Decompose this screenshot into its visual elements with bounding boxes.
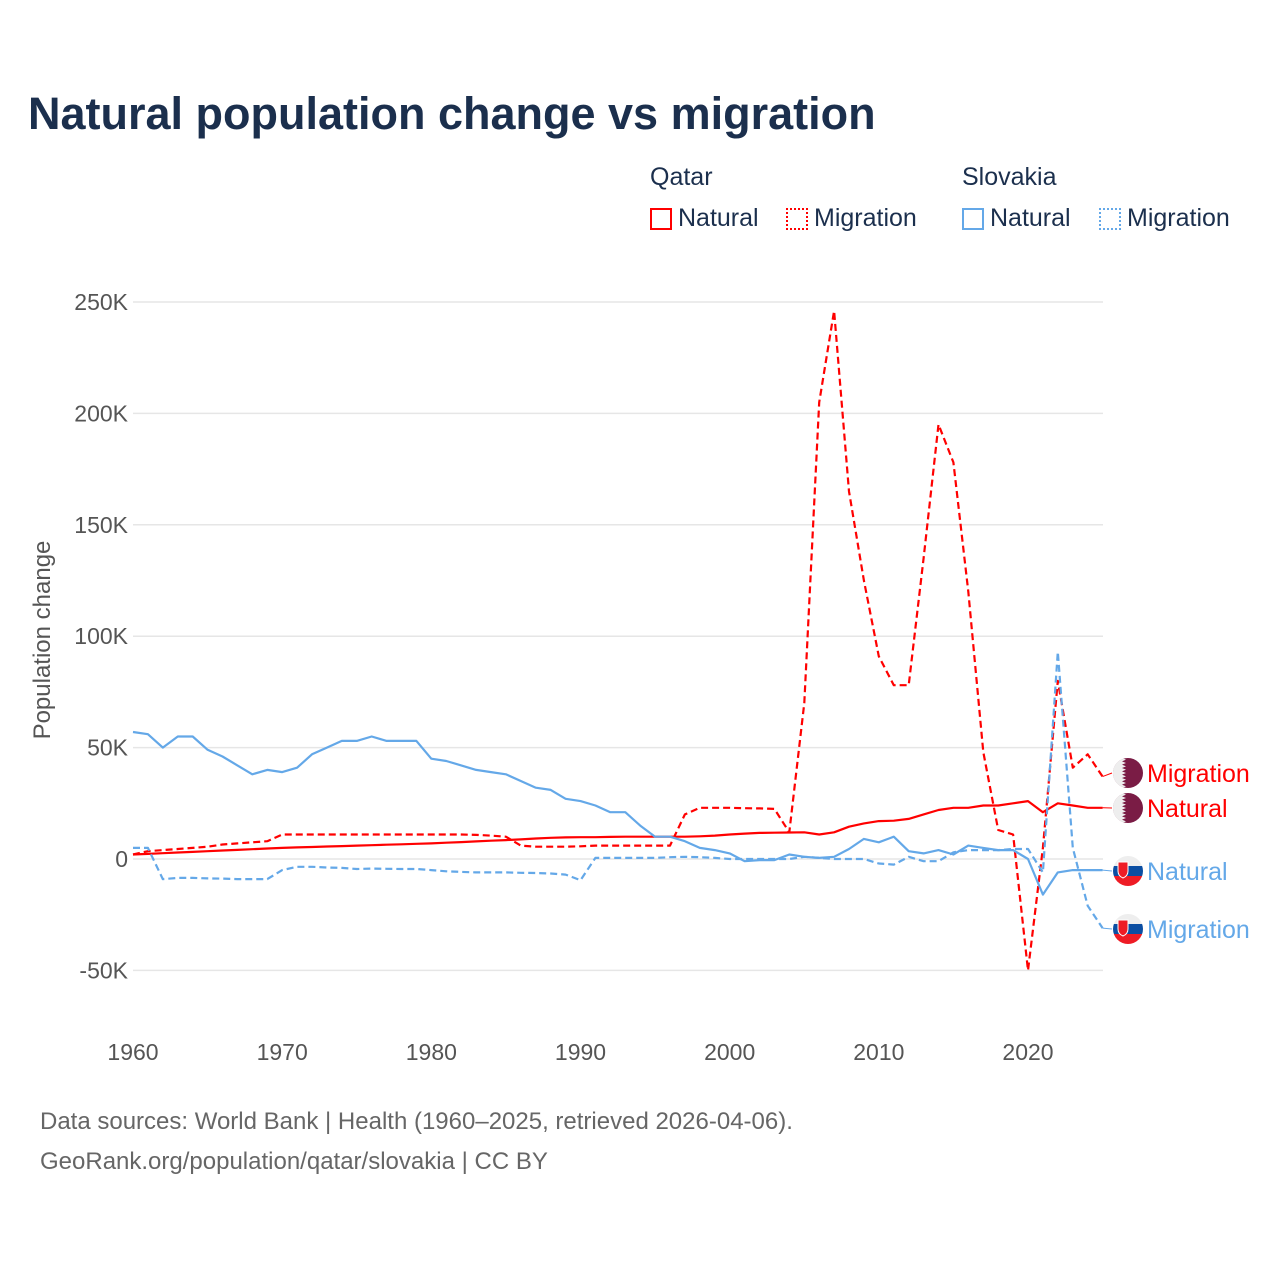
legend-label: Migration xyxy=(814,204,917,232)
slovakia-flag-icon xyxy=(1113,856,1143,886)
connector-line xyxy=(1102,869,1113,872)
x-tick-label: 1960 xyxy=(107,1039,158,1065)
legend-label: Natural xyxy=(990,204,1071,232)
y-tick-label: -50K xyxy=(79,957,128,983)
footer-source: Data sources: World Bank | Health (1960–… xyxy=(40,1108,793,1135)
flag-stripe-red xyxy=(1113,876,1143,886)
end-label-slovakia-natural: Natural xyxy=(1147,858,1228,886)
x-tick-label: 2010 xyxy=(853,1039,904,1065)
end-label-slovakia-migration: Migration xyxy=(1147,916,1250,944)
legend-swatch-solid-icon xyxy=(650,207,672,230)
flag-shield xyxy=(1117,861,1129,879)
x-tick-label: 2020 xyxy=(1002,1039,1053,1065)
legend-qatar-migration[interactable]: Migration xyxy=(786,204,917,233)
legend-qatar-natural[interactable]: Natural xyxy=(650,204,759,233)
end-label-qatar-natural: Natural xyxy=(1147,795,1228,823)
legend-group-qatar: Qatar xyxy=(650,163,713,191)
flag-shield xyxy=(1117,919,1129,937)
flag-stripe-red xyxy=(1113,934,1143,944)
x-tick-label: 2000 xyxy=(704,1039,755,1065)
connector-line xyxy=(1102,927,1113,930)
legend-slovakia-migration[interactable]: Migration xyxy=(1099,204,1230,233)
legend-group-slovakia: Slovakia xyxy=(962,163,1057,191)
chart-title: Natural population change vs migration xyxy=(28,88,876,139)
legend-swatch-solid-icon xyxy=(962,207,984,230)
y-tick-label: 200K xyxy=(74,400,128,426)
legend-label: Migration xyxy=(1127,204,1230,232)
x-tick-label: 1980 xyxy=(406,1039,457,1065)
slovakia-flag-icon xyxy=(1113,914,1143,944)
legend-swatch-dotted-icon xyxy=(1099,207,1121,230)
y-tick-label: 150K xyxy=(74,512,128,538)
connector-line xyxy=(1102,772,1113,778)
series-line-slovakia-migration xyxy=(133,650,1104,929)
qatar-flag-icon xyxy=(1113,758,1143,788)
y-axis-label: Population change xyxy=(29,541,56,740)
y-tick-label: 250K xyxy=(74,289,128,315)
series-line-qatar-migration xyxy=(132,309,1104,972)
x-tick-label: 1990 xyxy=(555,1039,606,1065)
qatar-flag-icon xyxy=(1113,793,1143,823)
x-tick-label: 1970 xyxy=(257,1039,308,1065)
footer-link[interactable]: GeoRank.org/population/qatar/slovakia | … xyxy=(40,1148,548,1175)
series-line-slovakia-natural xyxy=(132,730,1103,896)
end-label-qatar-migration: Migration xyxy=(1147,760,1250,788)
flag-stripe-white xyxy=(1113,856,1143,866)
legend-slovakia-natural[interactable]: Natural xyxy=(962,204,1071,233)
y-tick-label: 50K xyxy=(87,735,129,761)
flag-stripe-white xyxy=(1113,914,1143,924)
legend-label: Natural xyxy=(678,204,759,232)
series-line-qatar-natural xyxy=(132,799,1103,856)
y-tick-label: 100K xyxy=(74,623,128,649)
flag-serration xyxy=(1113,758,1126,788)
y-tick-label: 0 xyxy=(115,846,128,872)
legend-swatch-dotted-icon xyxy=(786,207,808,230)
flag-serration xyxy=(1113,793,1126,823)
